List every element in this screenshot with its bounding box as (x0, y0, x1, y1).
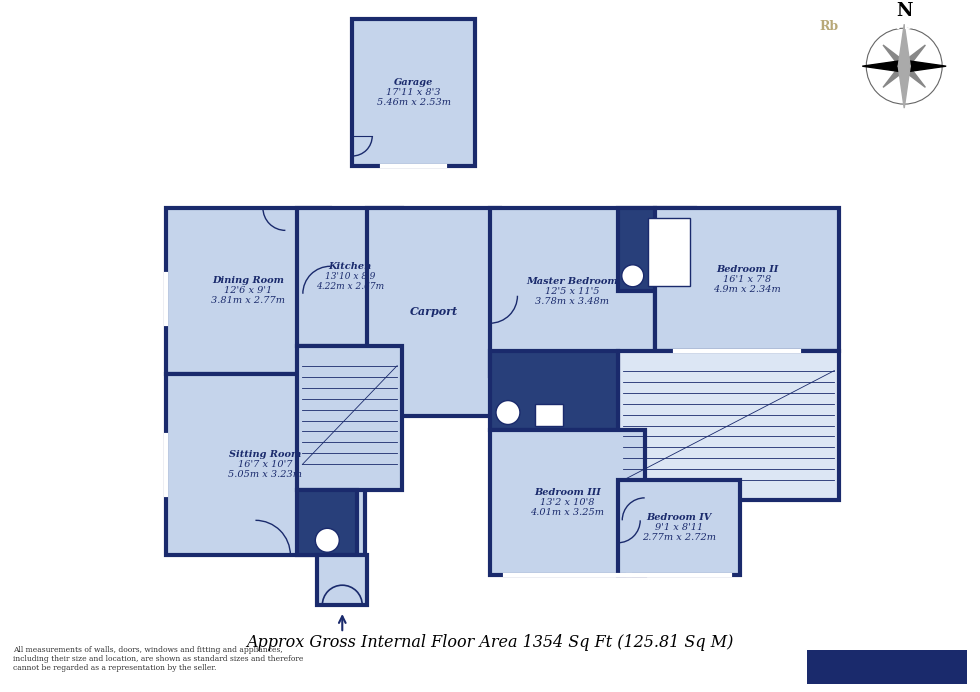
Text: Approx Gross Internal Floor Area 1354 Sq Ft (125.81 Sq M): Approx Gross Internal Floor Area 1354 Sq… (246, 634, 734, 650)
Text: 5.05m x 3.23m: 5.05m x 3.23m (228, 470, 303, 479)
Bar (617, 208, 695, 291)
Text: Sitting Room: Sitting Room (229, 450, 302, 459)
Polygon shape (883, 45, 907, 69)
Polygon shape (902, 64, 925, 87)
Bar (166, 208, 330, 374)
Text: Garage: Garage (394, 78, 433, 87)
Text: 13'10 x 8'9: 13'10 x 8'9 (324, 272, 375, 281)
Circle shape (496, 401, 520, 424)
Polygon shape (862, 60, 914, 72)
Text: Rb: Rb (819, 20, 839, 33)
Text: 16'1 x 7'8: 16'1 x 7'8 (723, 275, 771, 284)
Text: 4.01m x 3.25m: 4.01m x 3.25m (530, 509, 605, 518)
Polygon shape (899, 24, 910, 76)
Text: Carport: Carport (410, 307, 458, 317)
Text: 5.46m x 2.53m: 5.46m x 2.53m (376, 98, 451, 107)
Text: 4.22m x 2.67m: 4.22m x 2.67m (316, 282, 384, 291)
Bar (617, 480, 740, 575)
Text: 4.9m x 2.34m: 4.9m x 2.34m (713, 285, 781, 294)
Text: Kitchen: Kitchen (328, 262, 371, 271)
Bar (535, 403, 563, 426)
Text: N: N (896, 2, 912, 20)
Bar (352, 19, 475, 166)
Bar (648, 218, 690, 286)
Text: 12'6 x 9'1: 12'6 x 9'1 (223, 286, 272, 295)
Bar (808, 650, 967, 684)
Text: Bedroom IV: Bedroom IV (646, 513, 711, 522)
Bar (490, 351, 617, 430)
Text: 17'11 x 8'3: 17'11 x 8'3 (386, 88, 441, 97)
Circle shape (621, 265, 644, 286)
Polygon shape (883, 64, 907, 87)
Text: 2.77m x 2.72m: 2.77m x 2.72m (642, 534, 715, 543)
Polygon shape (902, 45, 925, 69)
Polygon shape (894, 60, 946, 72)
Bar (617, 351, 839, 500)
Polygon shape (899, 56, 910, 108)
Text: Bedroom II: Bedroom II (716, 265, 778, 274)
Text: 9'1 x 8'11: 9'1 x 8'11 (655, 523, 703, 532)
Text: Master Bedroom: Master Bedroom (526, 277, 618, 286)
Text: 13'2 x 10'8: 13'2 x 10'8 (540, 498, 595, 507)
Text: All measurements of walls, doors, windows and fitting and appliances,
including : All measurements of walls, doors, window… (13, 646, 303, 672)
Bar (297, 208, 402, 345)
Bar (490, 208, 655, 376)
Text: 3.78m x 3.48m: 3.78m x 3.48m (535, 298, 610, 307)
Text: 12'5 x 11'5: 12'5 x 11'5 (545, 287, 600, 296)
Bar (297, 491, 358, 555)
Circle shape (316, 528, 339, 552)
Text: REASTON BROWN: REASTON BROWN (846, 21, 950, 31)
Text: 16'7 x 10'7: 16'7 x 10'7 (238, 460, 293, 469)
Bar (297, 345, 402, 491)
Bar (166, 374, 366, 555)
Text: 3.81m x 2.77m: 3.81m x 2.77m (211, 296, 285, 305)
Text: Dining Room: Dining Room (212, 276, 284, 285)
Text: Bedroom III: Bedroom III (534, 489, 601, 498)
Bar (368, 208, 500, 415)
Bar (490, 430, 645, 575)
Bar (318, 555, 368, 606)
Bar (655, 208, 839, 351)
